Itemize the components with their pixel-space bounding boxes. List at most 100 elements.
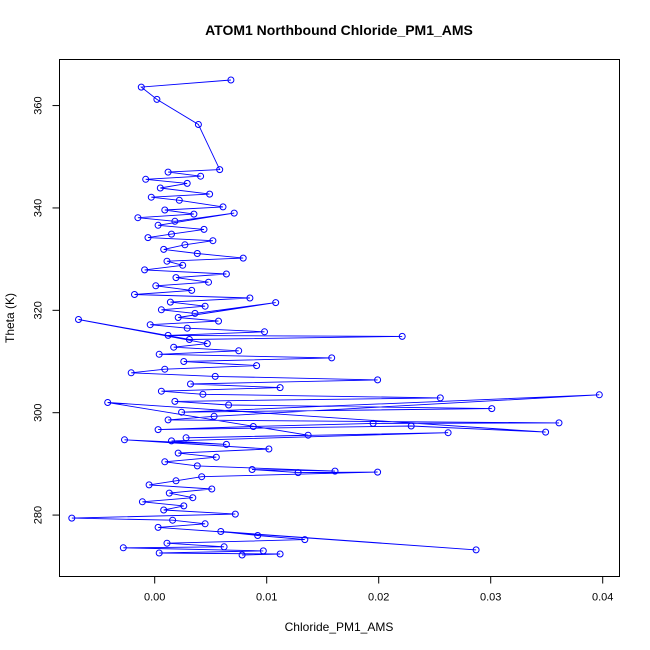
- data-point: [398, 332, 406, 340]
- y-tick-label: 340: [33, 199, 45, 217]
- data-point: [238, 551, 246, 559]
- data-point: [212, 453, 220, 461]
- data-point: [183, 179, 191, 187]
- data-point: [374, 376, 382, 384]
- data-point: [163, 539, 171, 547]
- data-point: [175, 196, 183, 204]
- data-point: [181, 241, 189, 249]
- data-point: [209, 237, 217, 245]
- data-point: [261, 328, 268, 336]
- data-point: [160, 245, 168, 253]
- data-point: [225, 401, 233, 409]
- data-point: [188, 286, 196, 294]
- data-point: [182, 434, 190, 442]
- data-point: [191, 309, 199, 317]
- x-tick-label: 0.03: [480, 592, 501, 604]
- data-point: [161, 365, 169, 373]
- data-point: [201, 520, 209, 528]
- data-point: [154, 426, 162, 434]
- data-point: [222, 270, 230, 278]
- data-point: [201, 302, 209, 310]
- data-point: [164, 416, 172, 424]
- data-point: [168, 230, 175, 238]
- series-line: [71, 79, 600, 556]
- data-point: [171, 217, 179, 225]
- data-point: [198, 473, 206, 481]
- x-axis-label: Chloride_PM1_AMS: [285, 620, 394, 634]
- data-point: [183, 324, 191, 332]
- data-point: [542, 428, 550, 436]
- data-point: [235, 347, 243, 355]
- data-point: [170, 343, 178, 351]
- data-point: [180, 358, 188, 365]
- data-point: [154, 523, 162, 531]
- data-point: [374, 468, 382, 476]
- y-tick-label: 320: [33, 301, 45, 319]
- data-point: [166, 298, 174, 306]
- data-point: [164, 168, 172, 176]
- plot-frame: [59, 59, 620, 577]
- data-point: [259, 547, 267, 555]
- data-point: [145, 481, 153, 489]
- data-point: [146, 321, 154, 329]
- data-point: [231, 510, 239, 518]
- data-point: [253, 362, 261, 370]
- data-point: [168, 437, 175, 445]
- data-point: [127, 369, 135, 377]
- data-point: [199, 390, 207, 398]
- data-point: [301, 536, 309, 544]
- data-point: [294, 469, 302, 477]
- data-point: [156, 184, 164, 192]
- data-point: [171, 397, 179, 405]
- data-point: [155, 350, 163, 358]
- data-point: [248, 466, 256, 473]
- data-point: [193, 250, 201, 257]
- data-point: [272, 299, 280, 307]
- data-point: [165, 489, 173, 497]
- data-point: [194, 121, 202, 128]
- data-point: [163, 257, 171, 265]
- data-point: [174, 449, 182, 457]
- data-point: [152, 282, 160, 290]
- data-point: [276, 384, 284, 392]
- data-point: [142, 175, 150, 183]
- data-point: [436, 394, 444, 402]
- data-point: [230, 209, 238, 217]
- data-point: [157, 387, 165, 395]
- data-point: [197, 172, 205, 180]
- data-point: [104, 399, 112, 406]
- data-point: [121, 436, 128, 444]
- data-point: [206, 190, 214, 198]
- data-point: [134, 214, 142, 222]
- data-point: [75, 316, 82, 323]
- x-tick-label: 0.00: [144, 592, 165, 604]
- data-point: [187, 380, 194, 388]
- data-point: [180, 502, 188, 510]
- y-tick-label: 360: [33, 96, 45, 114]
- data-point: [190, 210, 198, 218]
- data-point: [131, 291, 138, 298]
- data-point: [169, 516, 177, 524]
- data-point: [328, 354, 336, 362]
- data-point: [185, 336, 193, 343]
- data-point: [147, 193, 155, 201]
- data-point: [174, 314, 182, 321]
- x-tick-label: 0.01: [256, 592, 277, 604]
- data-point: [141, 266, 149, 274]
- data-point: [208, 485, 216, 493]
- data-point: [407, 422, 415, 430]
- data-point: [161, 206, 169, 214]
- data-point: [217, 528, 225, 535]
- data-point: [179, 261, 187, 269]
- data-point: [215, 317, 222, 325]
- data-point: [119, 544, 127, 552]
- data-point: [154, 221, 162, 229]
- data-point: [265, 445, 273, 453]
- data-point: [68, 514, 76, 522]
- data-series: [68, 76, 603, 559]
- data-point: [189, 494, 197, 502]
- data-point: [144, 234, 152, 242]
- data-point: [595, 391, 603, 399]
- data-point: [193, 462, 201, 470]
